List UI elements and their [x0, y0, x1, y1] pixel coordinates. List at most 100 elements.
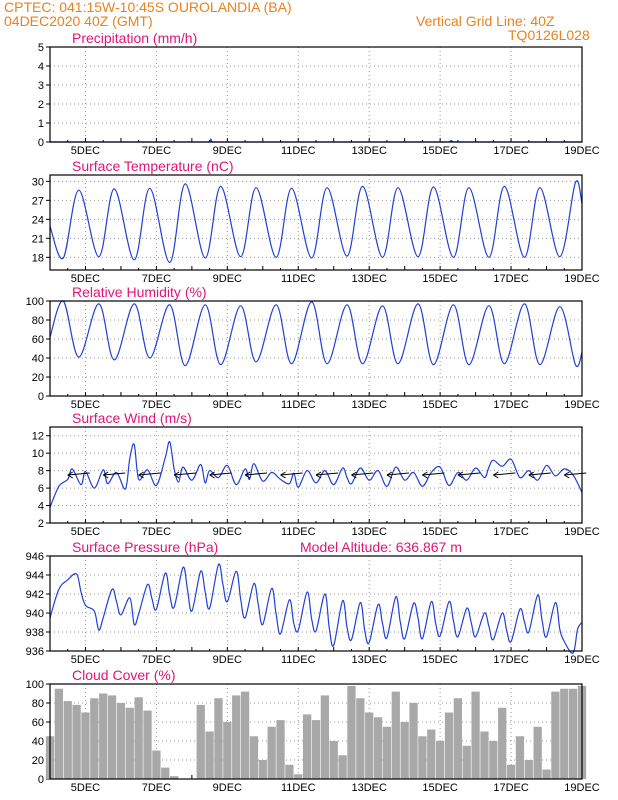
x-tick-label: 15DEC [422, 782, 458, 794]
y-tick-label: 40 [32, 736, 44, 748]
cloud-bar [134, 697, 143, 779]
x-tick-label: 11DEC [281, 526, 316, 538]
x-tick-label: 5DEC [71, 399, 100, 411]
y-tick-label: 4 [38, 61, 44, 73]
x-tick-label: 15DEC [422, 145, 458, 157]
cloud-bar [205, 731, 214, 779]
temp-title: Surface Temperature (nC) [72, 158, 234, 174]
x-tick-label: 19DEC [564, 526, 600, 538]
cloud-bar [489, 741, 498, 779]
y-tick-label: 0 [38, 137, 44, 149]
y-tick-label: 18 [32, 252, 44, 264]
cloud-bar [54, 688, 63, 779]
cloud-bar [81, 712, 90, 779]
y-tick-label: 100 [26, 679, 44, 691]
y-tick-label: 60 [32, 717, 44, 729]
wind-barb-head [67, 471, 73, 479]
x-tick-label: 19DEC [564, 782, 600, 794]
y-tick-label: 936 [26, 646, 44, 658]
cloud-bar [267, 726, 276, 779]
cloud-bar [223, 722, 232, 779]
x-tick-label: 17DEC [493, 399, 529, 411]
wind-barb-head [244, 471, 251, 479]
pressure-annotation: Model Altitude: 636.867 m [300, 539, 462, 555]
x-tick-label: 19DEC [564, 273, 600, 285]
cloud-bar [542, 769, 551, 779]
x-tick-label: 5DEC [71, 526, 100, 538]
wind-barb [422, 472, 445, 476]
cloud-bar [72, 704, 81, 779]
cloud-bar [462, 745, 471, 779]
wind-barb [315, 472, 339, 476]
wind-barb [174, 472, 197, 476]
cloud-bar [285, 764, 294, 779]
wind-barb [67, 472, 90, 476]
y-tick-label: 60 [32, 334, 44, 346]
cloud-bar [99, 693, 108, 779]
panel-rh: Relative Humidity (%) 0 20 40 60 80 100 5DEC 7DE… [26, 284, 600, 411]
y-tick-label: 5 [38, 42, 44, 54]
cloud-bar [551, 691, 560, 779]
wind-barb [457, 472, 480, 476]
wind-barb-head [209, 471, 215, 479]
wind-barb-head [528, 471, 535, 479]
x-tick-label: 5DEC [71, 145, 100, 157]
x-tick-label: 17DEC [493, 145, 529, 157]
wind-barb [528, 472, 551, 476]
cloud-bar [258, 760, 267, 779]
wind-barb [245, 472, 268, 476]
cloud-bar [249, 736, 259, 779]
y-tick-label: 946 [26, 551, 44, 563]
wind-barb [351, 472, 374, 476]
y-tick-label: 2 [38, 99, 44, 111]
x-tick-label: 5DEC [71, 273, 100, 285]
x-tick-label: 7DEC [142, 399, 171, 411]
x-tick-label: 13DEC [351, 145, 387, 157]
cloud-bar [471, 691, 480, 779]
x-tick-label: 7DEC [142, 273, 171, 285]
rh-series-line [49, 300, 583, 367]
cloud-bar [276, 720, 285, 779]
y-tick-label: 4 [38, 501, 44, 513]
cloud-bar [125, 707, 134, 779]
wind-barb [103, 472, 126, 476]
cloud-bar [240, 691, 250, 779]
precip-title: Precipitation (mm/h) [72, 30, 197, 46]
wind-barb-head [564, 471, 570, 479]
cloud-bar [320, 695, 329, 779]
y-tick-label: 27 [32, 195, 44, 207]
y-tick-label: 940 [26, 608, 44, 620]
y-tick-label: 20 [32, 755, 44, 767]
wind-barb-head [280, 471, 286, 479]
rh-title: Relative Humidity (%) [72, 284, 207, 300]
cloud-bar [170, 776, 179, 779]
cloud-bar [303, 714, 312, 779]
y-tick-label: 30 [32, 176, 44, 188]
wind-barb [280, 472, 303, 476]
cloud-bar [453, 698, 462, 779]
cloud-bar [338, 755, 347, 779]
x-tick-label: 11DEC [281, 399, 316, 411]
cloud-frame [49, 683, 583, 780]
header-date: 04DEC2020 40Z (GMT) [4, 13, 153, 29]
y-tick-label: 2 [38, 518, 44, 530]
precip-frame [49, 46, 583, 143]
cloud-bar [329, 741, 338, 779]
wind-barb [138, 472, 161, 476]
x-tick-label: 17DEC [493, 273, 529, 285]
cloud-bar [391, 691, 400, 779]
cloud-bar [436, 741, 445, 779]
x-tick-label: 5DEC [71, 654, 100, 666]
cloud-bar [373, 717, 383, 779]
y-tick-label: 21 [32, 233, 44, 245]
cloud-bar [427, 729, 436, 779]
y-tick-label: 942 [26, 589, 44, 601]
x-tick-label: 7DEC [142, 654, 171, 666]
cloud-bar [533, 726, 542, 779]
y-tick-label: 40 [32, 353, 44, 365]
cloud-bar [515, 736, 525, 779]
cloud-bar [356, 698, 365, 779]
cloud-bar [63, 701, 72, 779]
x-tick-label: 19DEC [564, 654, 600, 666]
x-tick-label: 9DEC [213, 654, 242, 666]
